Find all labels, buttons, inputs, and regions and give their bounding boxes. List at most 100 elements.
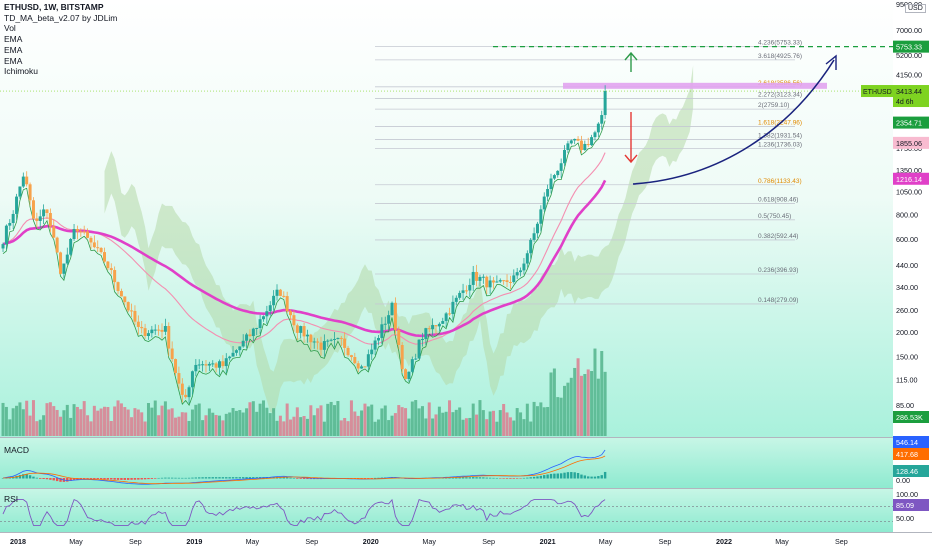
candle-body <box>434 325 438 327</box>
macd-histogram-bar <box>167 477 170 479</box>
volume-bar <box>278 415 282 436</box>
macd-tag-1: 546.14 <box>896 438 918 447</box>
volume-bar <box>427 402 431 436</box>
macd-histogram-bar <box>485 477 488 479</box>
volume-bar <box>4 406 8 436</box>
candle-body <box>15 196 19 214</box>
volume-bar <box>603 371 607 436</box>
volume-bar <box>234 410 238 436</box>
macd-histogram-bar <box>52 478 55 481</box>
candle-body <box>248 334 252 337</box>
volume-bar <box>590 371 594 436</box>
volume-bar <box>404 408 408 436</box>
price-tick-label: 85.00 <box>896 401 914 410</box>
candle-body <box>498 280 502 282</box>
volume-bar <box>424 418 428 436</box>
volume-bar <box>366 406 370 436</box>
currency-badge[interactable]: USD <box>905 4 926 13</box>
candle-body <box>187 387 191 398</box>
macd-histogram-bar <box>367 478 370 479</box>
macd-histogram-bar <box>126 478 130 480</box>
macd-histogram-bar <box>110 478 113 480</box>
volume-bar <box>539 402 543 436</box>
macd-histogram-bar <box>45 478 49 480</box>
candle-body <box>99 247 103 253</box>
candle-body <box>241 340 245 347</box>
volume-bar <box>370 404 374 436</box>
volume-bar <box>333 405 337 436</box>
candle-body <box>190 371 194 388</box>
volume-bar <box>522 419 526 436</box>
candle-body <box>329 339 333 341</box>
candle-body <box>522 263 526 271</box>
candle-body <box>542 196 546 210</box>
volume-bar <box>319 405 323 436</box>
candle-body <box>579 140 583 151</box>
candle-body <box>383 323 387 325</box>
macd-histogram-bar <box>157 477 160 479</box>
macd-histogram-bar <box>245 477 248 479</box>
macd-histogram-bar <box>177 477 181 479</box>
macd-histogram-bar <box>363 478 367 479</box>
volume-bar <box>322 421 326 436</box>
candle-body <box>424 328 428 340</box>
macd-histogram-bar <box>235 477 238 479</box>
macd-histogram-bar <box>458 477 461 479</box>
macd-pane-bg <box>0 438 893 488</box>
macd-histogram-bar <box>154 478 157 479</box>
resistance-band <box>563 82 827 89</box>
rsi-label: RSI <box>4 494 19 504</box>
volume-bar <box>535 406 539 436</box>
volume-bar <box>600 351 604 436</box>
macd-histogram-bar <box>116 478 120 480</box>
macd-histogram-bar <box>204 477 208 479</box>
macd-histogram-bar <box>282 477 285 479</box>
candle-body <box>167 325 171 349</box>
volume-bar <box>569 377 573 436</box>
fib-label: 0.148(279.09) <box>758 297 798 304</box>
candle-body <box>360 366 364 369</box>
volume-bar <box>1 402 5 436</box>
time-tick-label: May <box>246 537 260 546</box>
candle-body <box>458 292 462 298</box>
volume-bar <box>157 415 161 436</box>
macd-histogram-bar <box>252 477 255 479</box>
volume-tag-bg <box>893 411 929 423</box>
volume-bar <box>431 418 435 436</box>
macd-histogram-bar <box>299 478 302 479</box>
macd-histogram-bar <box>532 476 536 479</box>
fib-label: 1.236(1736.03) <box>758 142 802 149</box>
candle-body <box>539 209 543 224</box>
macd-histogram-bar <box>603 471 607 479</box>
macd-histogram-bar <box>238 477 242 479</box>
fib-label: 0.382(592.44) <box>758 233 798 240</box>
volume-bar <box>471 403 475 436</box>
volume-bar <box>512 420 516 436</box>
macd-histogram-bar <box>587 476 590 479</box>
chart-legend: ETHUSD, 1W, BITSTAMP TD_MA_beta_v2.07 by… <box>4 2 117 77</box>
volume-bar <box>336 401 340 436</box>
volume-bar <box>390 415 394 436</box>
candle-body <box>21 176 25 187</box>
time-tick-label: Sep <box>835 537 848 546</box>
candle-body <box>319 342 323 350</box>
volume-bar <box>204 415 208 436</box>
volume-bar <box>170 408 174 436</box>
volume-bar <box>109 420 113 436</box>
macd-histogram-bar <box>549 473 553 479</box>
candle-body <box>109 268 113 271</box>
macd-histogram-bar <box>526 477 529 479</box>
price-tag-target-bg <box>893 40 929 53</box>
candle-body <box>451 301 455 314</box>
ema-slow-line <box>2 179 607 338</box>
volume-bar <box>11 408 15 436</box>
candle-body <box>464 290 468 292</box>
volume-bar <box>255 411 259 436</box>
candle-body <box>468 284 472 291</box>
volume-bar <box>146 403 150 436</box>
candle-body <box>92 242 96 248</box>
candle-body <box>302 326 306 337</box>
volume-bar <box>207 408 211 436</box>
candle-body <box>305 334 309 337</box>
